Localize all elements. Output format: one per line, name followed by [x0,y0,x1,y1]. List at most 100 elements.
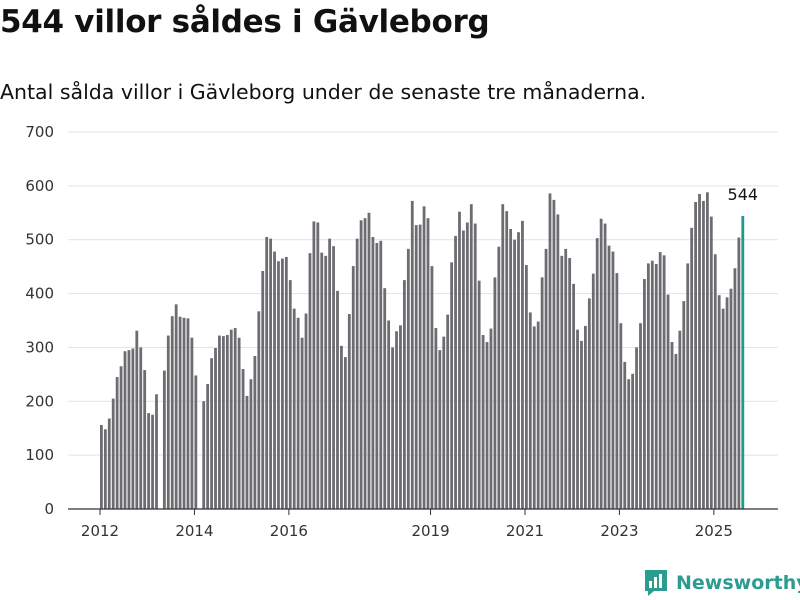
bar [316,222,320,510]
bar [426,218,430,510]
bar [666,294,670,509]
bar [292,308,296,509]
bar [371,237,375,509]
y-tick-label: 700 [25,123,54,141]
x-tick-label: 2023 [600,522,638,540]
bar [465,222,469,510]
bar [631,373,635,509]
highlighted-bar [741,216,745,509]
bar [399,325,402,509]
y-tick-label: 100 [25,446,54,464]
bar [438,350,442,509]
bar [281,258,284,509]
bar [367,212,371,510]
bar [717,295,721,509]
highlight-value-label: 544 [728,185,759,204]
bar [273,251,276,509]
bar [552,199,556,510]
bar [107,418,111,509]
bar [147,413,151,509]
bar [568,258,572,509]
bar [705,192,709,509]
bar [521,220,524,510]
annotations: 544 [728,185,759,204]
bar [218,335,221,509]
bar [131,348,135,509]
bar [135,330,139,509]
bar [391,347,394,509]
bar [615,273,619,509]
bar [237,337,241,509]
bar [343,357,347,509]
bar [591,273,595,509]
y-axis-tick-labels: 0 100 200 300 400 500 600 700 [25,123,54,518]
bar [587,298,591,509]
chart-subtitle: Antal sålda villor i Gävleborg under de … [0,80,647,104]
bar [540,277,544,509]
bar [186,318,190,509]
bar [403,280,406,509]
bar [414,225,418,510]
bar [202,401,206,509]
bar [162,370,166,509]
bar [269,238,273,509]
bar [532,326,536,509]
newsworthy-brand: Newsworthy [644,569,800,597]
bar [725,297,729,509]
bar [485,342,489,509]
x-tick-label: 2016 [270,522,308,540]
bar [261,270,265,509]
bar [288,280,292,509]
bar [253,356,257,509]
bar [674,353,678,509]
x-axis-tick-labels: 2012 2014 2016 2019 2021 2023 2025 [81,509,733,540]
chart-title: 544 villor såldes i Gävleborg [0,4,490,40]
bar [182,317,186,509]
bar [729,288,733,509]
bar [737,237,741,509]
brand-name: Newsworthy [676,572,800,594]
bar [328,238,332,509]
bar [580,340,583,509]
bar [324,255,328,509]
bar [528,312,532,509]
bar [430,266,434,509]
y-tick-label: 0 [44,500,54,518]
bar [379,240,383,510]
bar [481,335,485,509]
bar [611,251,615,509]
bar [355,238,359,509]
bar [477,280,481,509]
bar [347,314,351,509]
x-tick-label: 2025 [695,522,733,540]
bar [115,377,119,509]
bar [418,224,422,509]
bar [103,429,107,509]
bar [650,260,654,509]
bar [670,342,674,509]
bar [178,316,182,509]
bar [619,323,623,509]
bar [395,331,398,509]
bar [383,288,387,509]
bar [340,345,343,509]
bar [151,414,154,509]
bar [473,223,477,509]
bar [308,253,312,509]
bar [143,370,147,509]
bar [206,384,210,509]
bar [100,424,103,509]
bar [111,398,115,509]
bar [336,290,339,509]
bar [517,232,520,510]
bar [233,328,237,509]
bar [713,254,717,509]
bar [194,375,198,509]
bar [454,235,457,509]
bar [595,238,599,509]
bar [265,237,269,509]
bar [225,335,229,509]
bar [662,255,666,509]
bar [375,242,379,509]
